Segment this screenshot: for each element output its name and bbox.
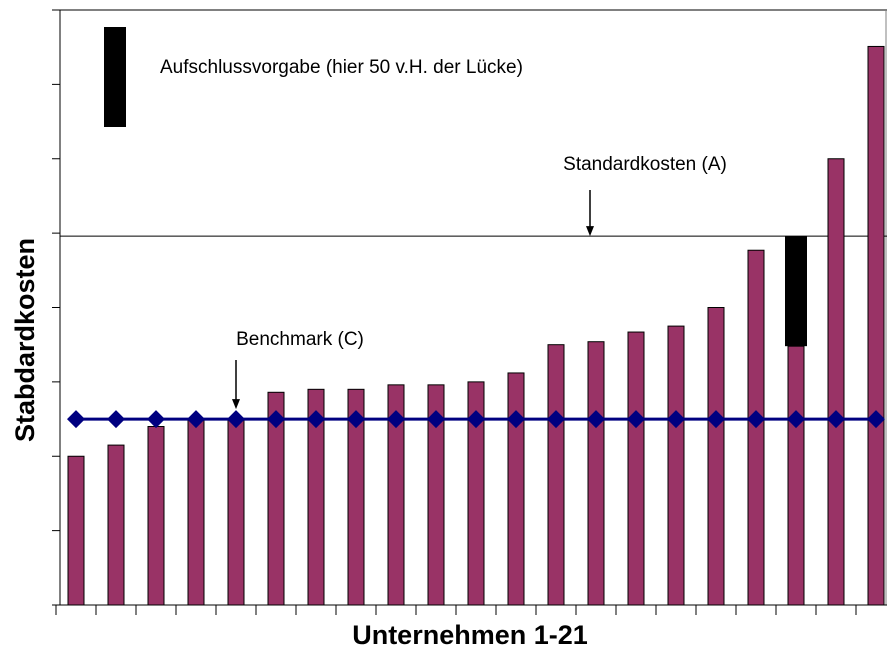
bar xyxy=(107,444,125,606)
benchmark-marker xyxy=(467,410,485,429)
benchmark-marker xyxy=(627,410,645,429)
bar xyxy=(867,45,885,606)
benchmark-marker xyxy=(147,410,165,429)
benchmark-marker xyxy=(267,410,285,429)
bar xyxy=(787,345,805,606)
benchmark-marker xyxy=(787,410,805,429)
benchmark-marker xyxy=(867,410,885,429)
benchmark-marker xyxy=(347,410,365,429)
arrow-head xyxy=(586,226,594,237)
bar xyxy=(187,418,205,606)
annotation: Benchmark (C) xyxy=(236,329,364,350)
legend-label: Aufschlussvorgabe (hier 50 v.H. der Lück… xyxy=(160,57,523,78)
bar xyxy=(547,344,565,606)
benchmark-marker xyxy=(187,410,205,429)
y-axis-label: Stabdardkosten xyxy=(10,238,40,442)
benchmark-marker xyxy=(827,410,845,429)
arrow-head xyxy=(232,399,240,410)
legend-swatch xyxy=(104,27,126,127)
x-axis-label: Unternehmen 1-21 xyxy=(352,620,588,650)
bar xyxy=(587,341,605,606)
bar xyxy=(627,331,645,606)
benchmark-marker xyxy=(707,410,725,429)
gap-bar xyxy=(785,236,807,347)
bar xyxy=(227,418,245,606)
bar xyxy=(707,307,725,606)
bar xyxy=(507,372,525,606)
bar xyxy=(667,325,685,606)
benchmark-marker xyxy=(227,410,245,429)
annotation: Standardkosten (A) xyxy=(563,154,727,175)
benchmark-marker xyxy=(307,410,325,429)
benchmark-marker xyxy=(387,410,405,429)
bar xyxy=(67,455,85,606)
bar xyxy=(827,158,845,606)
benchmark-marker xyxy=(507,410,525,429)
benchmark-marker xyxy=(747,410,765,429)
benchmark-marker xyxy=(587,410,605,429)
bar xyxy=(147,426,165,606)
benchmark-marker xyxy=(107,410,125,429)
benchmark-marker xyxy=(427,410,445,429)
benchmark-marker xyxy=(67,410,85,429)
benchmark-marker xyxy=(547,410,565,429)
benchmark-marker xyxy=(667,410,685,429)
